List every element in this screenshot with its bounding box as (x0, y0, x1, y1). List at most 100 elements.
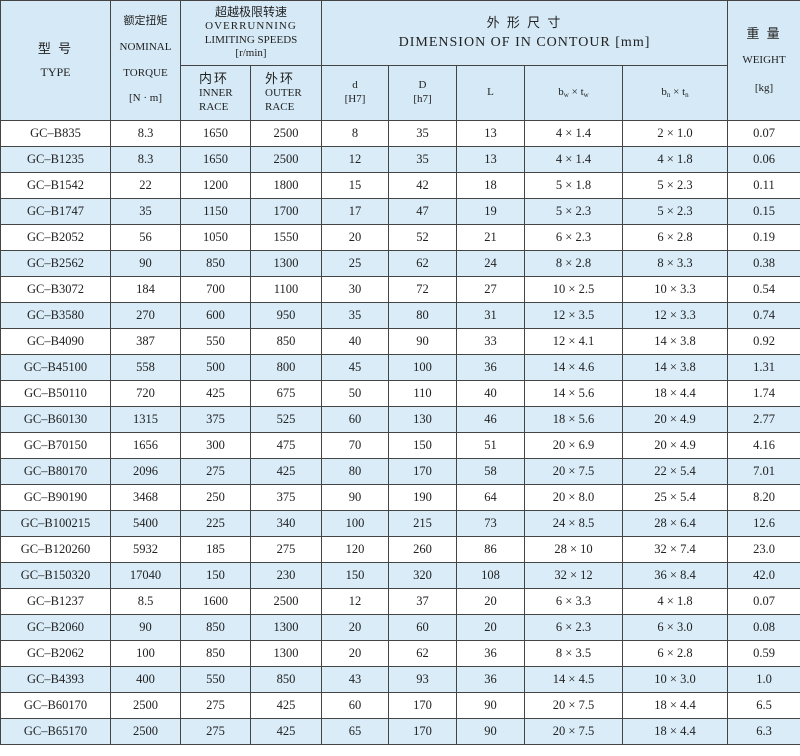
cell-d: 45 (321, 354, 389, 381)
cell-type: GC–B65170 (0, 718, 111, 745)
header-type: 型 号 TYPE (0, 0, 111, 121)
cell-type: GC–B90190 (0, 484, 111, 511)
dimension-label-cn: 外 形 尺 寸 (486, 14, 563, 30)
cell-torque: 5400 (110, 510, 181, 537)
cell-bw-tw: 6 × 2.3 (524, 614, 623, 641)
cell-bn-tn: 25 × 5.4 (621, 484, 729, 511)
cell-outer-speed: 425 (250, 458, 322, 485)
speed-unit: [r/min] (235, 47, 267, 60)
cell-d: 60 (321, 406, 389, 433)
cell-D: 35 (388, 146, 457, 173)
cell-torque: 90 (110, 250, 181, 277)
cell-bw-tw: 10 × 2.5 (524, 276, 623, 303)
cell-inner-speed: 550 (180, 666, 251, 693)
table-row: GC–B1235 8.3 1650 2500 12 35 13 4 × 1.4 4 × 1.8 0… (0, 146, 800, 173)
cell-outer-speed: 2500 (250, 146, 322, 173)
cell-bw-tw: 20 × 7.5 (524, 692, 623, 719)
bw-b: b (558, 86, 564, 99)
cell-bn-tn: 10 × 3.3 (621, 276, 729, 303)
cell-torque: 5932 (110, 536, 181, 563)
outer-label-en2: RACE (265, 101, 295, 114)
torque-label-en1: NOMINAL (119, 40, 172, 53)
d-label: d (352, 79, 358, 92)
table-row: GC–B60170 2500 275 425 60 170 90 20 × 7.5 18 × 4… (0, 692, 800, 719)
cell-bw-tw: 6 × 2.3 (524, 224, 623, 251)
cell-bw-tw: 8 × 3.5 (524, 640, 623, 667)
outer-label-cn: 外环 (265, 71, 296, 87)
cell-inner-speed: 850 (180, 640, 251, 667)
cell-weight: 0.92 (727, 328, 800, 355)
cell-d: 40 (321, 328, 389, 355)
cell-inner-speed: 600 (180, 302, 251, 329)
cell-D: 93 (388, 666, 457, 693)
cell-D: 110 (388, 380, 457, 407)
cell-outer-speed: 1300 (250, 614, 322, 641)
cell-inner-speed: 225 (180, 510, 251, 537)
table-row: GC–B50110 720 425 675 50 110 40 14 × 5.6 18 × 4.… (0, 380, 800, 407)
table-row: GC–B3072 184 700 1100 30 72 27 10 × 2.5 10 × 3.3… (0, 276, 800, 303)
header-D: D [h7] (388, 65, 457, 121)
table-row: GC–B70150 1656 300 475 70 150 51 20 × 6.9 20 × 4… (0, 432, 800, 459)
cell-inner-speed: 550 (180, 328, 251, 355)
cell-type: GC–B3580 (0, 302, 111, 329)
cell-d: 8 (321, 120, 389, 147)
cell-D: 170 (388, 718, 457, 745)
header-torque: 额定扭矩 NOMINAL TORQUE [N · m] (110, 0, 181, 121)
cell-torque: 720 (110, 380, 181, 407)
cell-torque: 56 (110, 224, 181, 251)
header-bw-tw: bw × tw (524, 65, 623, 121)
torque-unit: [N · m] (129, 92, 162, 105)
cell-d: 15 (321, 172, 389, 199)
cell-bw-tw: 6 × 3.3 (524, 588, 623, 615)
d-tolerance: [H7] (344, 93, 366, 105)
header-speed: 超越极限转速 OVERRUNNING LIMITING SPEEDS [r/mi… (180, 0, 322, 66)
torque-label-en2: TORQUE (123, 66, 168, 79)
table-row: GC–B2062 100 850 1300 20 62 36 8 × 3.5 6 × 2.8 0.… (0, 640, 800, 667)
cell-weight: 0.15 (727, 198, 800, 225)
cell-D: 52 (388, 224, 457, 251)
cell-torque: 184 (110, 276, 181, 303)
table-row: GC–B90190 3468 250 375 90 190 64 20 × 8.0 25 × 5… (0, 484, 800, 511)
table-row: GC–B1542 22 1200 1800 15 42 18 5 × 1.8 5 × 2.3 0.… (0, 172, 800, 199)
cell-torque: 2096 (110, 458, 181, 485)
cell-D: 35 (388, 120, 457, 147)
cell-weight: 1.74 (727, 380, 800, 407)
cell-inner-speed: 275 (180, 458, 251, 485)
cell-bn-tn: 5 × 2.3 (621, 198, 729, 225)
cell-L: 58 (456, 458, 525, 485)
cell-D: 62 (388, 640, 457, 667)
cell-bn-tn: 4 × 1.8 (621, 146, 729, 173)
cell-d: 150 (321, 562, 389, 589)
cell-L: 46 (456, 406, 525, 433)
cell-type: GC–B120260 (0, 536, 111, 563)
cell-weight: 8.20 (727, 484, 800, 511)
cell-weight: 4.16 (727, 432, 800, 459)
cell-bn-tn: 12 × 3.3 (621, 302, 729, 329)
speed-label-en2: LIMITING SPEEDS (204, 33, 298, 46)
bn-x: × t (670, 86, 686, 99)
cell-bw-tw: 20 × 7.5 (524, 718, 623, 745)
cell-inner-speed: 375 (180, 406, 251, 433)
cell-D: 42 (388, 172, 457, 199)
cell-type: GC–B50110 (0, 380, 111, 407)
cell-inner-speed: 500 (180, 354, 251, 381)
cell-D: 215 (388, 510, 457, 537)
cell-bw-tw: 5 × 2.3 (524, 198, 623, 225)
cell-torque: 17040 (110, 562, 181, 589)
cell-weight: 0.38 (727, 250, 800, 277)
cell-D: 170 (388, 692, 457, 719)
cell-L: 36 (456, 640, 525, 667)
table-row: GC–B1237 8.5 1600 2500 12 37 20 6 × 3.3 4 × 1.8 0… (0, 588, 800, 615)
table-row: GC–B4090 387 550 850 40 90 33 12 × 4.1 14 × 3.8 0… (0, 328, 800, 355)
cell-bn-tn: 10 × 3.0 (621, 666, 729, 693)
cell-outer-speed: 1550 (250, 224, 322, 251)
bw-x: × t (568, 86, 584, 99)
weight-label-cn: 重 量 (746, 25, 782, 41)
cell-type: GC–B3072 (0, 276, 111, 303)
cell-inner-speed: 185 (180, 536, 251, 563)
header-outer-race: 外环 OUTER RACE (250, 65, 322, 121)
cell-bn-tn: 18 × 4.4 (621, 718, 729, 745)
cell-inner-speed: 275 (180, 718, 251, 745)
cell-outer-speed: 230 (250, 562, 322, 589)
cell-torque: 558 (110, 354, 181, 381)
